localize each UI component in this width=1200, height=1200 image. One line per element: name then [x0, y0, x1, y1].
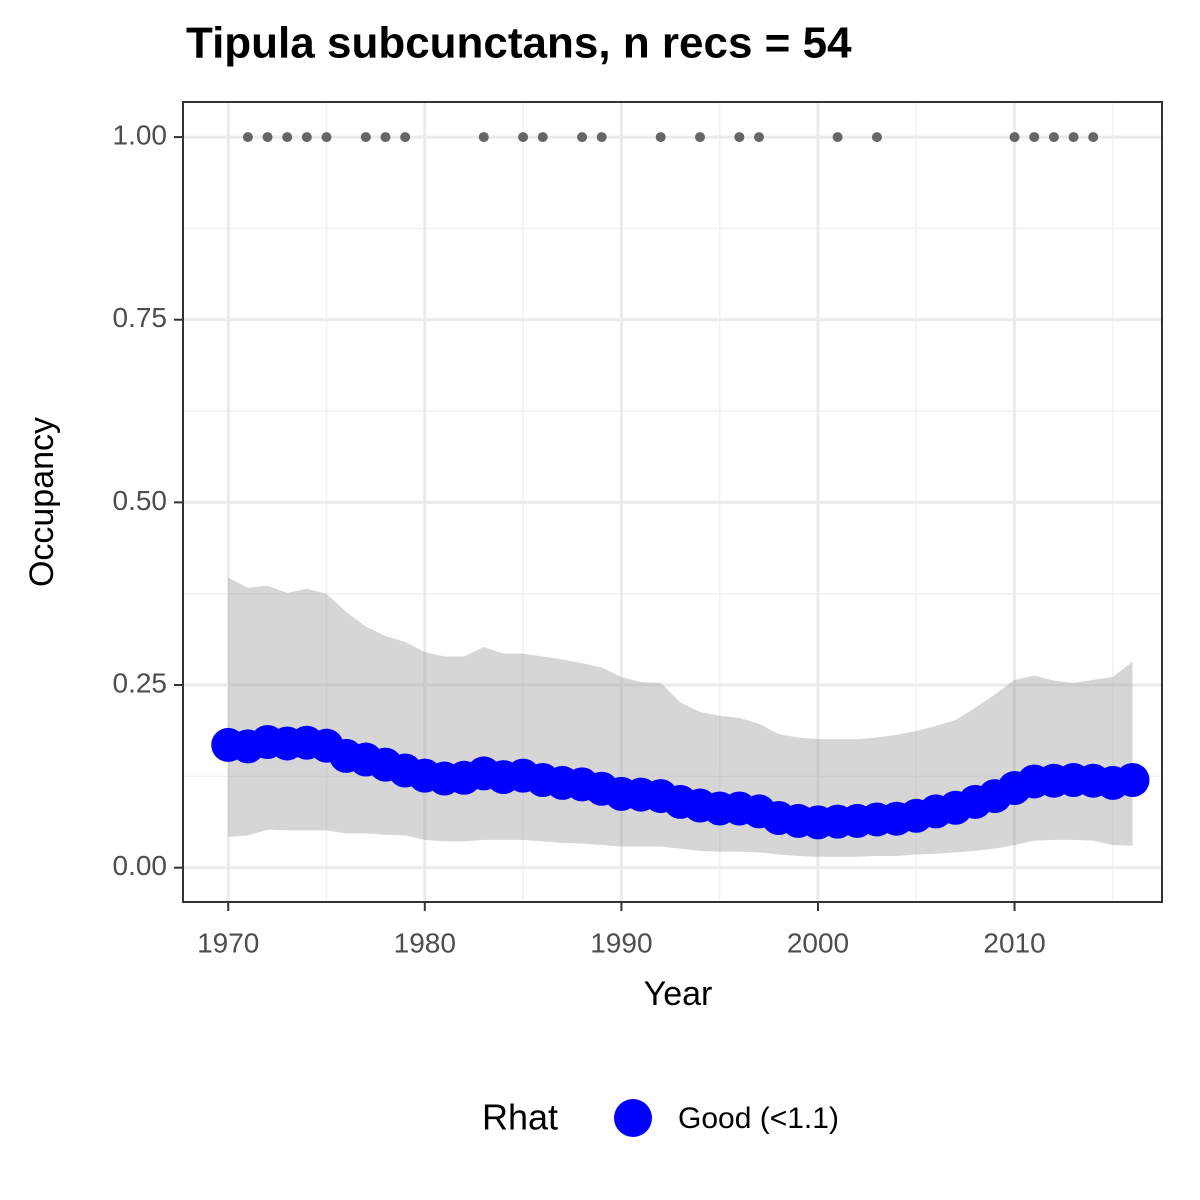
y-tick-label: 1.00	[113, 119, 168, 150]
record-point	[1068, 132, 1079, 143]
x-tick-label: 2000	[787, 927, 849, 958]
record-point	[360, 132, 371, 143]
legend-swatch	[614, 1099, 652, 1137]
chart-title: Tipula subcunctans, n recs = 54	[186, 19, 852, 68]
record-point	[301, 132, 312, 143]
y-axis-title: Occupancy	[23, 417, 61, 587]
x-tick-label: 1980	[394, 927, 456, 958]
legend-label: Good (<1.1)	[678, 1102, 839, 1135]
y-tick-label: 0.00	[113, 850, 168, 881]
record-point	[1048, 132, 1059, 143]
record-point	[537, 132, 548, 143]
x-tick-label: 1990	[590, 927, 652, 958]
x-tick-label: 2010	[983, 927, 1045, 958]
record-point	[380, 132, 391, 143]
record-point	[695, 132, 706, 143]
record-point	[655, 132, 666, 143]
legend-title: Rhat	[482, 1097, 558, 1138]
record-point	[734, 132, 745, 143]
record-point	[1029, 132, 1040, 143]
x-axis-title: Year	[644, 975, 713, 1013]
panel-border	[182, 101, 1163, 903]
record-point	[400, 132, 411, 143]
record-point	[753, 132, 764, 143]
record-point	[282, 132, 293, 143]
record-point	[1088, 132, 1099, 143]
record-point	[262, 132, 273, 143]
record-point	[871, 132, 882, 143]
y-tick-label: 0.50	[113, 485, 168, 516]
record-point	[832, 132, 843, 143]
record-point	[577, 132, 588, 143]
record-point	[518, 132, 529, 143]
record-point	[478, 132, 489, 143]
y-tick-label: 0.25	[113, 667, 168, 698]
x-tick-label: 1970	[197, 927, 259, 958]
occupancy-point	[1115, 762, 1150, 797]
record-point	[321, 132, 332, 143]
record-point	[1009, 132, 1020, 143]
record-point	[596, 132, 607, 143]
record-point	[242, 132, 253, 143]
y-tick-label: 0.75	[113, 302, 168, 333]
